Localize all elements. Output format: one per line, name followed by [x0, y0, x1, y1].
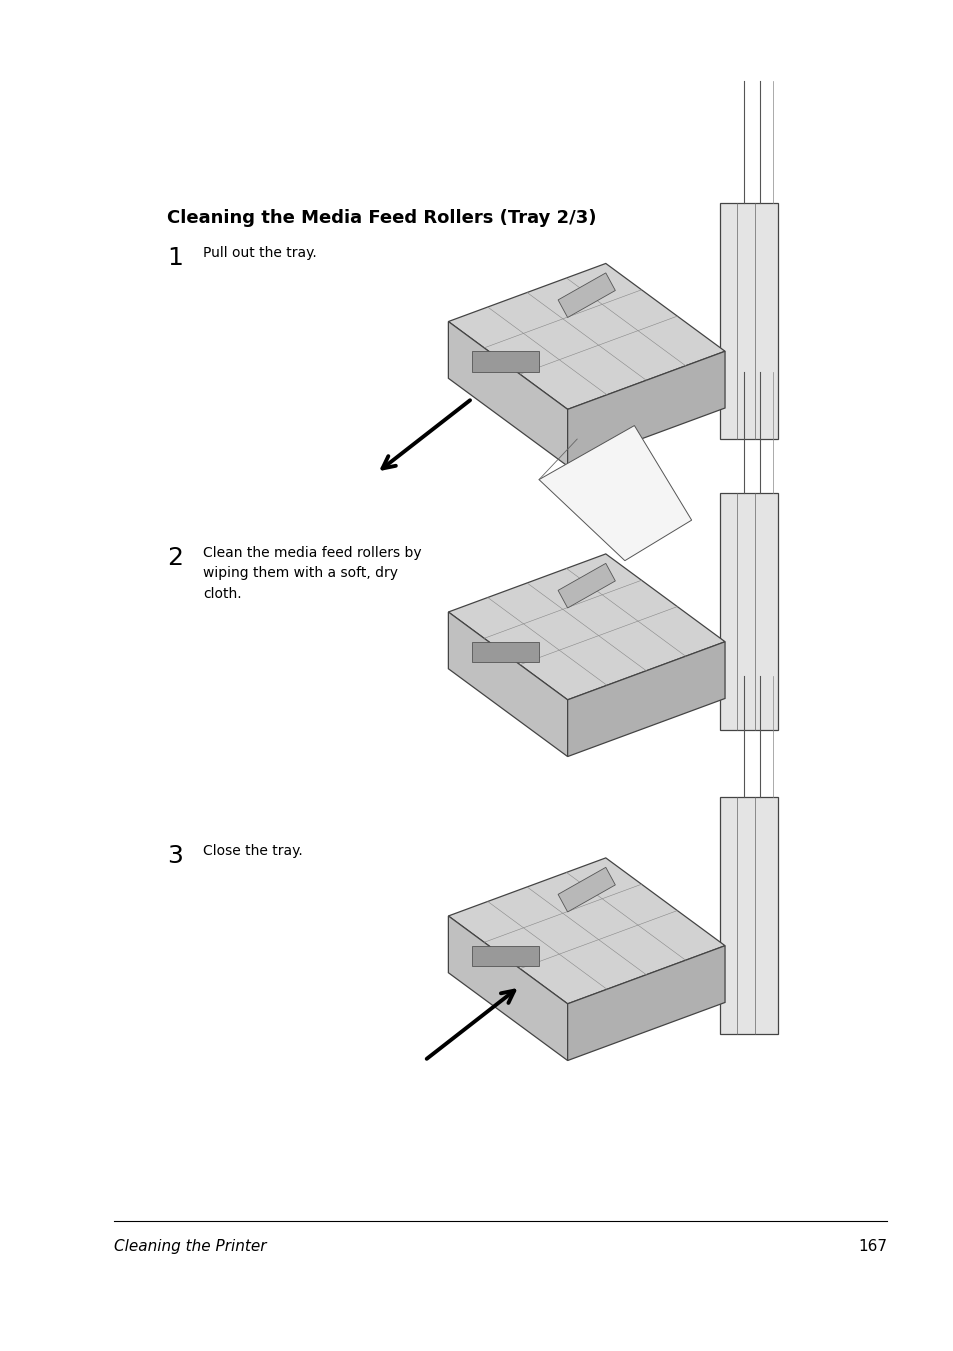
- Polygon shape: [472, 642, 538, 662]
- Polygon shape: [448, 263, 724, 409]
- Polygon shape: [558, 563, 615, 608]
- Polygon shape: [720, 493, 777, 730]
- Polygon shape: [567, 946, 724, 1061]
- Polygon shape: [472, 351, 538, 372]
- Text: Pull out the tray.: Pull out the tray.: [203, 246, 316, 259]
- Polygon shape: [448, 554, 724, 700]
- Polygon shape: [448, 322, 567, 466]
- Text: 2: 2: [167, 546, 183, 570]
- Text: Close the tray.: Close the tray.: [203, 844, 303, 858]
- Polygon shape: [720, 797, 777, 1034]
- Text: Cleaning the Printer: Cleaning the Printer: [114, 1239, 267, 1254]
- Polygon shape: [720, 203, 777, 439]
- Text: 1: 1: [167, 246, 183, 270]
- Polygon shape: [448, 612, 567, 757]
- Polygon shape: [567, 351, 724, 466]
- Polygon shape: [567, 642, 724, 757]
- Text: Cleaning the Media Feed Rollers (Tray 2/3): Cleaning the Media Feed Rollers (Tray 2/…: [167, 209, 596, 227]
- Polygon shape: [448, 916, 567, 1061]
- Polygon shape: [538, 426, 691, 561]
- Text: 3: 3: [167, 844, 183, 869]
- Text: Clean the media feed rollers by
wiping them with a soft, dry
cloth.: Clean the media feed rollers by wiping t…: [203, 546, 421, 601]
- Polygon shape: [472, 946, 538, 966]
- Polygon shape: [448, 858, 724, 1004]
- Polygon shape: [558, 273, 615, 317]
- Text: 167: 167: [858, 1239, 886, 1254]
- Polygon shape: [558, 867, 615, 912]
